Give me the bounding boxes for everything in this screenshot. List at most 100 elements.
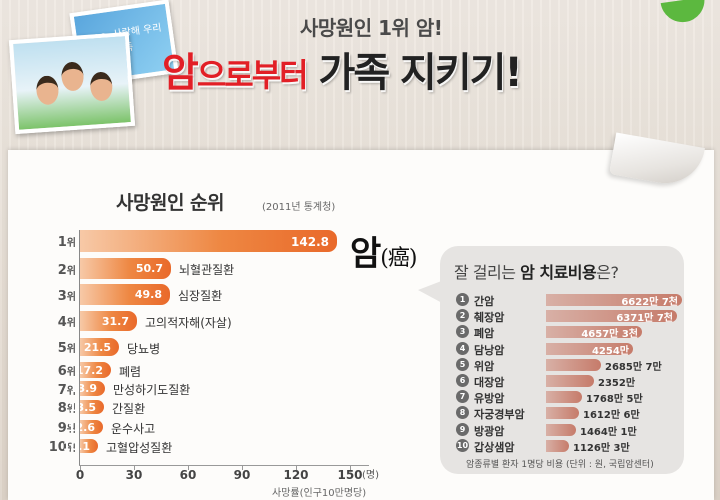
x-tick [242, 466, 243, 470]
x-tick-label: 0 [75, 468, 85, 482]
category-label: 뇌혈관질환 [179, 263, 235, 277]
rank-number: 9 [57, 421, 67, 436]
category-label: 폐렴 [119, 364, 142, 379]
bar-value-label: 10.1 [62, 439, 90, 453]
rank-label: 3위 [36, 288, 76, 304]
rank-label: 9위 [36, 420, 76, 436]
x-tick [296, 466, 297, 470]
child-face [35, 74, 60, 106]
cost-footnote: 암종류별 환자 1명당 비용 (단위 : 원, 국립암센터) [466, 460, 654, 470]
top-cause-label: 암(癌) [350, 226, 417, 275]
x-tick-label: 150 [337, 468, 363, 482]
bar-value-label: 13.5 [68, 400, 96, 414]
cost-bar [546, 440, 569, 452]
category-label: 당뇨병 [127, 341, 161, 356]
family-photo: ♡ 사랑해 우리가족 [8, 0, 179, 135]
child-face [89, 71, 114, 102]
category-label: 운수사고 [111, 421, 156, 436]
cost-value-label: 2685만 7만 [605, 362, 662, 373]
rank-unit: 위 [66, 238, 76, 249]
rank-badge: 7 [456, 390, 469, 403]
bubble-tail [418, 280, 444, 304]
rank-badge: 10 [456, 439, 469, 452]
rank-unit: 위 [66, 404, 76, 415]
rank-badge: 1 [456, 293, 469, 306]
rank-label: 10위 [36, 439, 76, 455]
cost-bar [546, 375, 594, 387]
x-tick-label: 30 [125, 468, 143, 482]
cost-row: 9 방광암 1464만 1만 [456, 423, 676, 438]
rank-unit: 위 [66, 385, 76, 397]
rank-badge: 9 [456, 423, 469, 436]
bar [80, 439, 98, 453]
family-picture [8, 31, 136, 135]
rank-label: 2위 [36, 262, 76, 278]
rank-label: 1위 [36, 234, 76, 250]
category-label: 고혈압성질환 [106, 440, 173, 455]
cost-title: 잘 걸리는 암 치료비용은? [454, 259, 619, 283]
bar-value-label: 12.6 [67, 420, 95, 434]
rank-number: 5 [57, 341, 67, 356]
headline-subtitle: 사망원인 1위 암! [300, 16, 443, 40]
top-cause-hanja: (癌) [380, 246, 417, 271]
cancer-name: 유방암 [474, 392, 505, 405]
category-label: 고의적자해(자살) [145, 315, 232, 330]
bar-value-label: 31.7 [101, 314, 129, 328]
rank-badge: 8 [456, 406, 469, 419]
bar [80, 381, 105, 396]
y-axis-line [79, 230, 80, 465]
rank-badge: 4 [456, 342, 469, 355]
bar [80, 311, 137, 331]
bar-value-label: 50.7 [135, 262, 163, 275]
cost-row: 5 위암 2685만 7만 [456, 358, 676, 373]
cost-bar [546, 310, 677, 322]
cost-value-label: 1612만 6만 [583, 410, 640, 421]
cancer-name: 자궁경부암 [474, 408, 525, 421]
cost-bar [546, 343, 633, 355]
x-tick [80, 466, 81, 470]
rank-number: 3 [57, 288, 67, 304]
cancer-name: 폐암 [474, 327, 495, 340]
bar-value-label: 142.8 [291, 234, 329, 249]
headline-dark: 가족 지키기! [318, 50, 523, 96]
rank-badge: 5 [456, 358, 469, 371]
cost-value-label: 6622만 7천 [621, 297, 678, 308]
bar [80, 284, 170, 305]
bar-value-label: 17.2 [75, 363, 103, 377]
rank-number: 1 [57, 235, 67, 250]
rank-number: 10 [48, 440, 67, 455]
x-axis-title: 사망률(인구10만명당) [272, 488, 367, 499]
rank-label: 6위 [36, 363, 76, 379]
chart-title: 사망원인 순위 [116, 192, 225, 214]
rank-badge: 3 [456, 325, 469, 338]
cost-title-bold: 암 치료비용 [520, 263, 597, 282]
category-label: 간질환 [112, 401, 146, 416]
cancer-name: 간암 [474, 295, 495, 308]
cost-value-label: 6371만 7천 [616, 313, 673, 324]
rank-unit: 위 [66, 318, 76, 329]
x-tick-label: 60 [179, 468, 197, 482]
headline-title: 암으로부터 가족 지키기! [162, 40, 702, 98]
cost-value-label: 2352만 [598, 378, 636, 389]
cost-value-label: 1126만 3만 [573, 443, 630, 454]
x-axis-line [79, 465, 369, 466]
rank-unit: 위 [66, 344, 76, 355]
rank-label: 4위 [36, 314, 76, 330]
cost-bar [546, 391, 582, 403]
father-face [60, 61, 85, 92]
x-tick [134, 466, 135, 470]
headline-red-2: 으로부터 [196, 56, 309, 94]
rank-number: 8 [57, 401, 67, 416]
cost-bar [546, 407, 579, 419]
cost-value-label: 4657만 3천 [581, 329, 638, 340]
bar [80, 338, 119, 356]
top-cause-text: 암 [350, 234, 381, 274]
cost-value-label: 1768만 5만 [586, 394, 643, 405]
bar-value-label: 49.8 [134, 288, 162, 301]
cost-value-label: 1464만 1만 [580, 427, 637, 438]
cancer-name: 방광암 [474, 425, 505, 438]
cost-bar [546, 326, 642, 338]
bar [80, 400, 104, 414]
bar [80, 230, 337, 252]
cost-bar [546, 294, 682, 306]
